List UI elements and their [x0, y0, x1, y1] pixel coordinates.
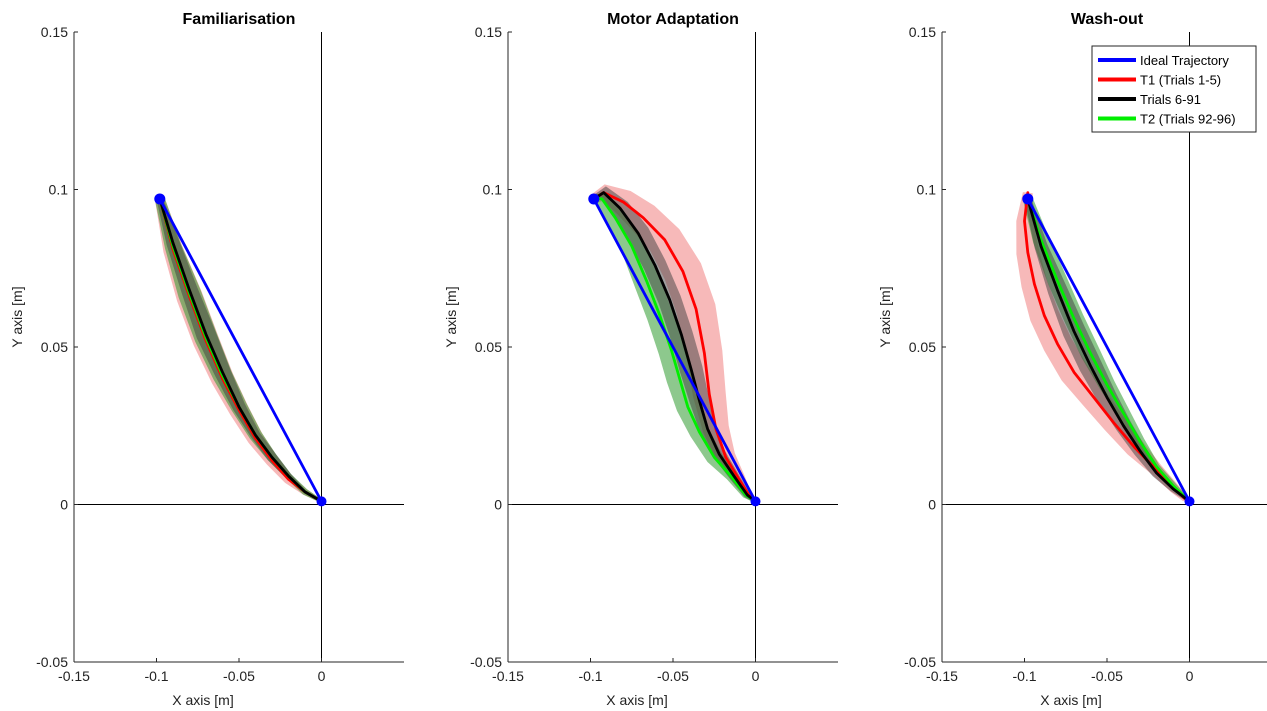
x-tick-label: -0.15: [492, 668, 524, 684]
band-t1: [1016, 192, 1191, 503]
y-tick-label: 0.05: [909, 339, 936, 355]
chart-title: Motor Adaptation: [607, 11, 739, 28]
y-axis-label: Y axis [m]: [9, 286, 25, 347]
x-tick-label: -0.1: [578, 668, 602, 684]
legend-label-t1: T1 (Trials 1-5): [1140, 73, 1221, 88]
y-axis-label: Y axis [m]: [877, 286, 893, 347]
end-marker: [750, 496, 761, 507]
x-tick-label: -0.15: [58, 668, 90, 684]
legend-label-mid: Trials 6-91: [1140, 92, 1201, 107]
series-line-mid: [158, 197, 323, 503]
y-tick-label: 0: [494, 497, 502, 513]
x-tick-label: -0.05: [223, 668, 255, 684]
y-tick-label: -0.05: [36, 654, 68, 670]
y-tick-label: 0.1: [49, 182, 69, 198]
series-line-mid: [1026, 197, 1191, 503]
chart-panel-3: Wash-out -0.05 0 0.05 0.1 0.15 -0.15 -0.1 -0.05 0…: [877, 11, 1267, 708]
x-tick-label: -0.05: [657, 668, 689, 684]
x-axis-label: X axis [m]: [606, 692, 667, 708]
x-tick-label: 0: [752, 668, 760, 684]
y-tick-label: 0: [928, 497, 936, 513]
x-tick-label: 0: [318, 668, 326, 684]
series-line-t2: [1026, 197, 1191, 503]
start-marker: [588, 193, 600, 205]
end-marker: [316, 496, 327, 507]
series-line-mid: [592, 191, 757, 503]
legend-label-ideal: Ideal Trajectory: [1140, 53, 1229, 68]
legend: Ideal Trajectory T1 (Trials 1-5) Trials 6-…: [1091, 45, 1257, 133]
y-tick-label: 0.15: [41, 24, 68, 40]
x-axis-label: X axis [m]: [172, 692, 233, 708]
x-tick-label: -0.1: [1012, 668, 1036, 684]
x-tick-label: -0.15: [926, 668, 958, 684]
band-mid: [592, 186, 757, 503]
series-line-ideal: [592, 197, 757, 503]
x-tick-label: 0: [1186, 668, 1194, 684]
y-tick-label: 0.05: [475, 339, 502, 355]
band-t2: [1023, 197, 1191, 503]
x-tick-label: -0.1: [144, 668, 168, 684]
series-line-t1: [592, 191, 757, 503]
end-marker: [1184, 496, 1195, 507]
y-axis-label: Y axis [m]: [443, 286, 459, 347]
y-tick-label: 0.15: [909, 24, 936, 40]
y-tick-label: 0.05: [41, 339, 68, 355]
chart-title: Wash-out: [1071, 11, 1144, 28]
start-marker: [1022, 193, 1034, 205]
y-tick-label: -0.05: [470, 654, 502, 670]
x-tick-label: -0.05: [1091, 668, 1123, 684]
y-tick-label: 0: [60, 497, 68, 513]
start-marker: [154, 193, 166, 205]
x-axis-label: X axis [m]: [1040, 692, 1101, 708]
series-line-ideal: [158, 197, 323, 503]
band-mid: [156, 198, 323, 503]
y-tick-label: 0.1: [917, 182, 937, 198]
series-line-t2: [592, 197, 757, 503]
band-mid: [1024, 198, 1191, 503]
y-tick-label: -0.05: [904, 654, 936, 670]
y-tick-label: 0.1: [483, 182, 503, 198]
legend-label-t2: T2 (Trials 92-96): [1140, 112, 1236, 127]
series-line-ideal: [1026, 197, 1191, 503]
y-tick-label: 0.15: [475, 24, 502, 40]
chart-title: Familiarisation: [183, 11, 296, 28]
